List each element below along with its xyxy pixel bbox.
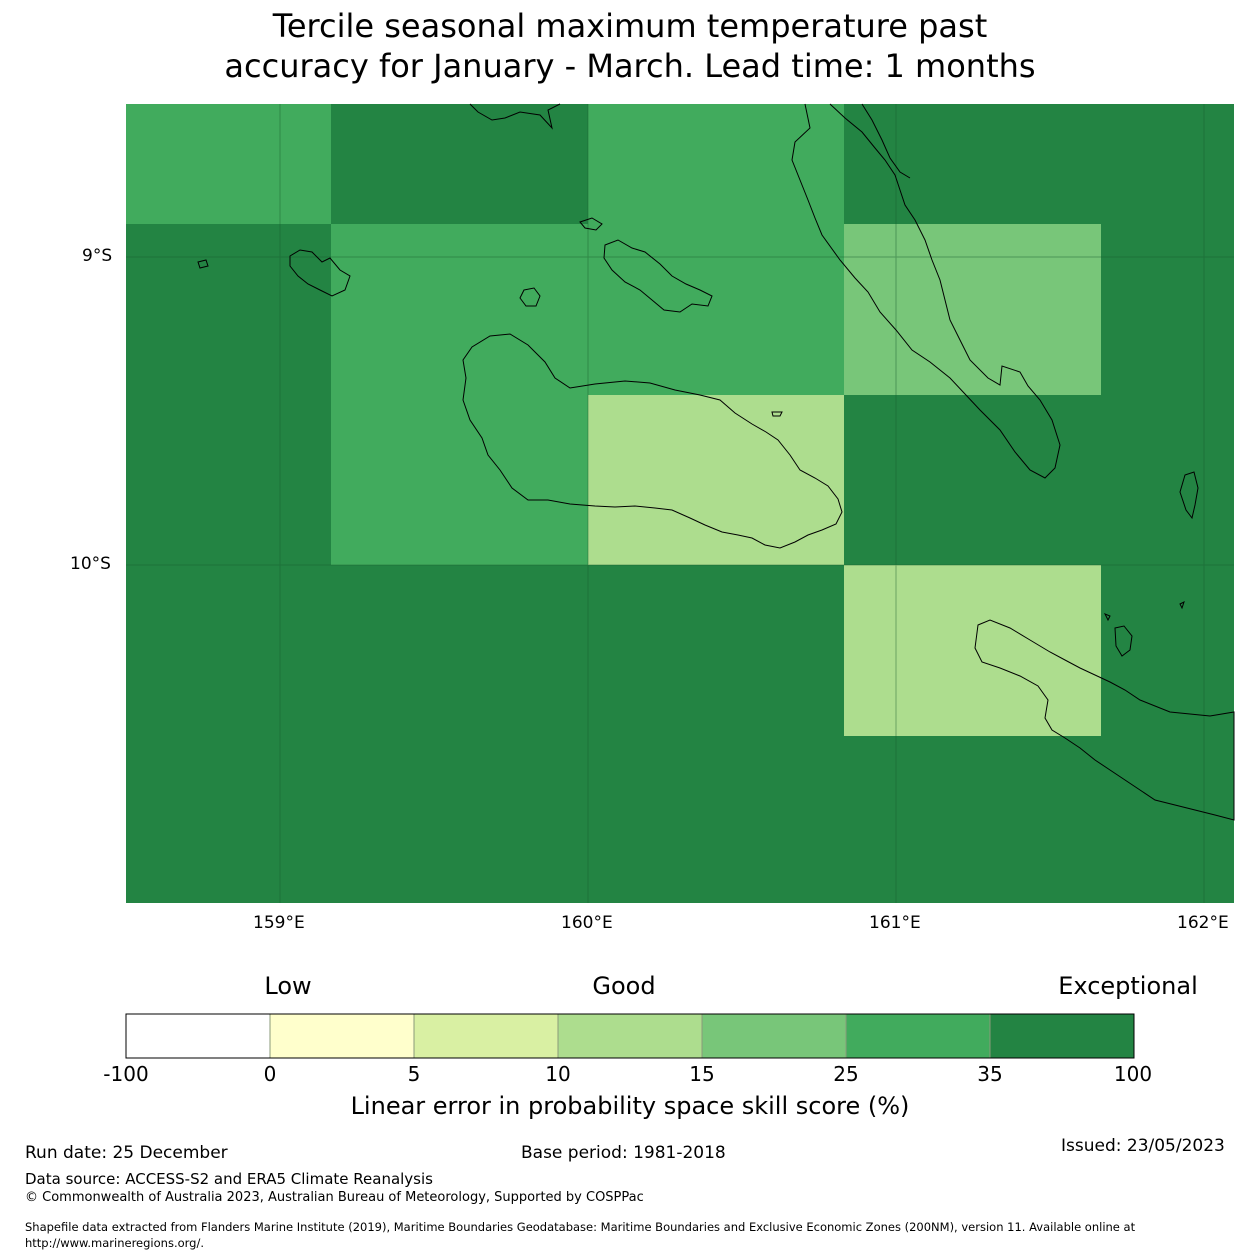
base-period: Base period: 1981-2018 — [521, 1143, 726, 1163]
colorbar-tick: 100 — [1113, 1062, 1153, 1086]
issued-date: Issued: 23/05/2023 — [1061, 1136, 1225, 1156]
grid-cell — [126, 104, 331, 224]
lon-label-162e: 162°E — [1177, 913, 1229, 933]
colorbar-segment — [845, 1013, 991, 1059]
colorbar-tick: 10 — [545, 1062, 571, 1086]
colorbar-segment — [125, 1013, 271, 1059]
grid-cell — [331, 395, 588, 565]
lat-label-10s: 10°S — [70, 554, 111, 574]
shapefile-credit-2: http://www.marineregions.org/. — [25, 1236, 204, 1250]
colorbar-segment — [413, 1013, 559, 1059]
colorbar-tick: -100 — [103, 1062, 149, 1086]
coast-russell-islands — [289, 249, 351, 297]
coast-north-islands — [469, 103, 561, 130]
shapefile-credit-1: Shapefile data extracted from Flanders M… — [25, 1220, 1136, 1234]
grid-cell — [331, 104, 588, 224]
coast-small-islet-2 — [771, 411, 783, 417]
colorbar-segment — [989, 1013, 1135, 1059]
colorbar-tick: 15 — [689, 1062, 715, 1086]
colorbar — [125, 1013, 1135, 1059]
grid-cell — [126, 224, 331, 395]
colorbar-tick: 5 — [407, 1062, 421, 1086]
grid-cell — [844, 104, 1101, 224]
colorbar-segment — [701, 1013, 847, 1059]
grid-cell — [588, 224, 844, 395]
coastlines — [197, 103, 1235, 821]
colorbar-tick: 35 — [977, 1062, 1003, 1086]
colorbar-tick: 0 — [263, 1062, 277, 1086]
coast-guadalcanal — [462, 333, 843, 549]
graticule — [126, 104, 1234, 903]
coast-malaita — [791, 103, 1061, 479]
grid-cell — [844, 224, 1101, 395]
coast-small-islet-3 — [1179, 601, 1185, 610]
title-line-1: Tercile seasonal maximum temperature pas… — [272, 7, 988, 45]
coast-choiseul — [861, 103, 911, 179]
coast-small-islet-4 — [1103, 613, 1111, 622]
grid-cell — [844, 395, 1101, 565]
grid-cell — [331, 224, 588, 395]
grid-cell — [588, 395, 844, 565]
data-source: Data source: ACCESS-S2 and ERA5 Climate … — [25, 1170, 433, 1188]
coast-small-islet-1 — [579, 217, 603, 231]
grid-cell — [844, 565, 1101, 736]
colorbar-frame — [125, 1013, 1135, 1059]
grid-cell — [588, 104, 844, 224]
lon-label-160e: 160°E — [561, 913, 613, 933]
colorbar-segment — [269, 1013, 415, 1059]
category-exceptional: Exceptional — [1058, 972, 1198, 1000]
coast-makira — [974, 619, 1235, 821]
copyright: © Commonwealth of Australia 2023, Austra… — [25, 1190, 644, 1205]
colorbar-tick: 25 — [833, 1062, 859, 1086]
skill-grid — [126, 104, 1234, 903]
colorbar-title: Linear error in probability space skill … — [350, 1092, 910, 1120]
lon-label-161e: 161°E — [869, 913, 921, 933]
category-good: Good — [592, 972, 656, 1000]
map-title: Tercile seasonal maximum temperature pas… — [0, 6, 1260, 86]
title-line-2: accuracy for January - March. Lead time:… — [224, 47, 1036, 85]
category-low: Low — [264, 972, 312, 1000]
coast-savo — [519, 287, 541, 307]
lat-label-9s: 9°S — [82, 246, 113, 266]
colorbar-segment — [557, 1013, 703, 1059]
coast-ugi — [1114, 625, 1133, 657]
coast-ulawa — [1179, 471, 1199, 520]
run-date: Run date: 25 December — [25, 1143, 228, 1163]
coast-florida-islands — [603, 239, 713, 313]
lon-label-159e: 159°E — [253, 913, 305, 933]
grid-cell — [126, 395, 331, 565]
coast-west-islet — [197, 259, 209, 269]
